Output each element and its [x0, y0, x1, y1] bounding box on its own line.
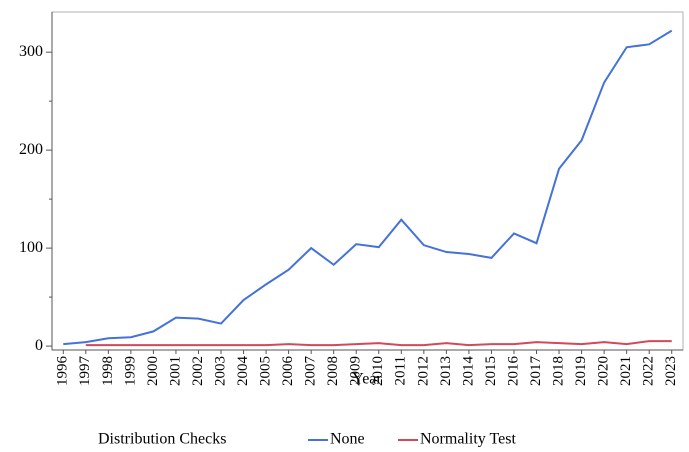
line-series — [63, 29, 673, 346]
x-tick-label: 1998 — [100, 356, 116, 386]
x-tick-label: 2009 — [348, 356, 364, 386]
y-tick-label: 0 — [35, 337, 43, 354]
x-tick-label: 2018 — [550, 356, 566, 386]
x-tick-label: 2013 — [438, 356, 454, 386]
x-tick-label: 2011 — [393, 356, 409, 385]
x-tick-label: 2010 — [370, 356, 386, 386]
x-tick-label: 2012 — [415, 356, 431, 386]
legend-label: None — [330, 431, 365, 448]
legend-label: Normality Test — [420, 431, 516, 448]
y-tick-label: 200 — [19, 141, 43, 158]
x-tick-label: 1997 — [77, 356, 93, 387]
x-tick-label: 2015 — [483, 356, 499, 386]
x-tick-label: 2002 — [190, 356, 206, 386]
x-tick-label: 2023 — [663, 356, 679, 386]
x-tick-label: 2014 — [460, 356, 476, 387]
plot-frame — [51, 11, 684, 351]
x-tick-label: 2003 — [212, 356, 228, 386]
legend-title: Distribution Checks — [98, 431, 226, 448]
line-series — [85, 340, 672, 347]
x-tick-label: 2019 — [573, 356, 589, 386]
x-tick-label: 2017 — [528, 356, 544, 387]
y-tick-label: 100 — [19, 239, 43, 256]
x-tick-label: 2008 — [325, 356, 341, 386]
x-tick-label: 1999 — [122, 356, 138, 386]
x-tick-label: 2022 — [641, 356, 657, 386]
x-tick-label: 2004 — [235, 356, 251, 387]
x-tick-label: 2001 — [167, 356, 183, 386]
x-tick-label: 2005 — [258, 356, 274, 386]
x-tick-label: 2016 — [505, 356, 521, 387]
x-axis-label: Year — [352, 371, 382, 388]
x-tick-label: 2021 — [618, 356, 634, 386]
x-tick-label: 2020 — [596, 356, 612, 386]
x-tick-label: 2006 — [280, 356, 296, 387]
x-tick-label: 2000 — [145, 356, 161, 386]
x-tick-label: 2007 — [303, 356, 319, 387]
x-tick-label: 1996 — [55, 356, 71, 387]
y-tick-label: 300 — [19, 43, 43, 60]
